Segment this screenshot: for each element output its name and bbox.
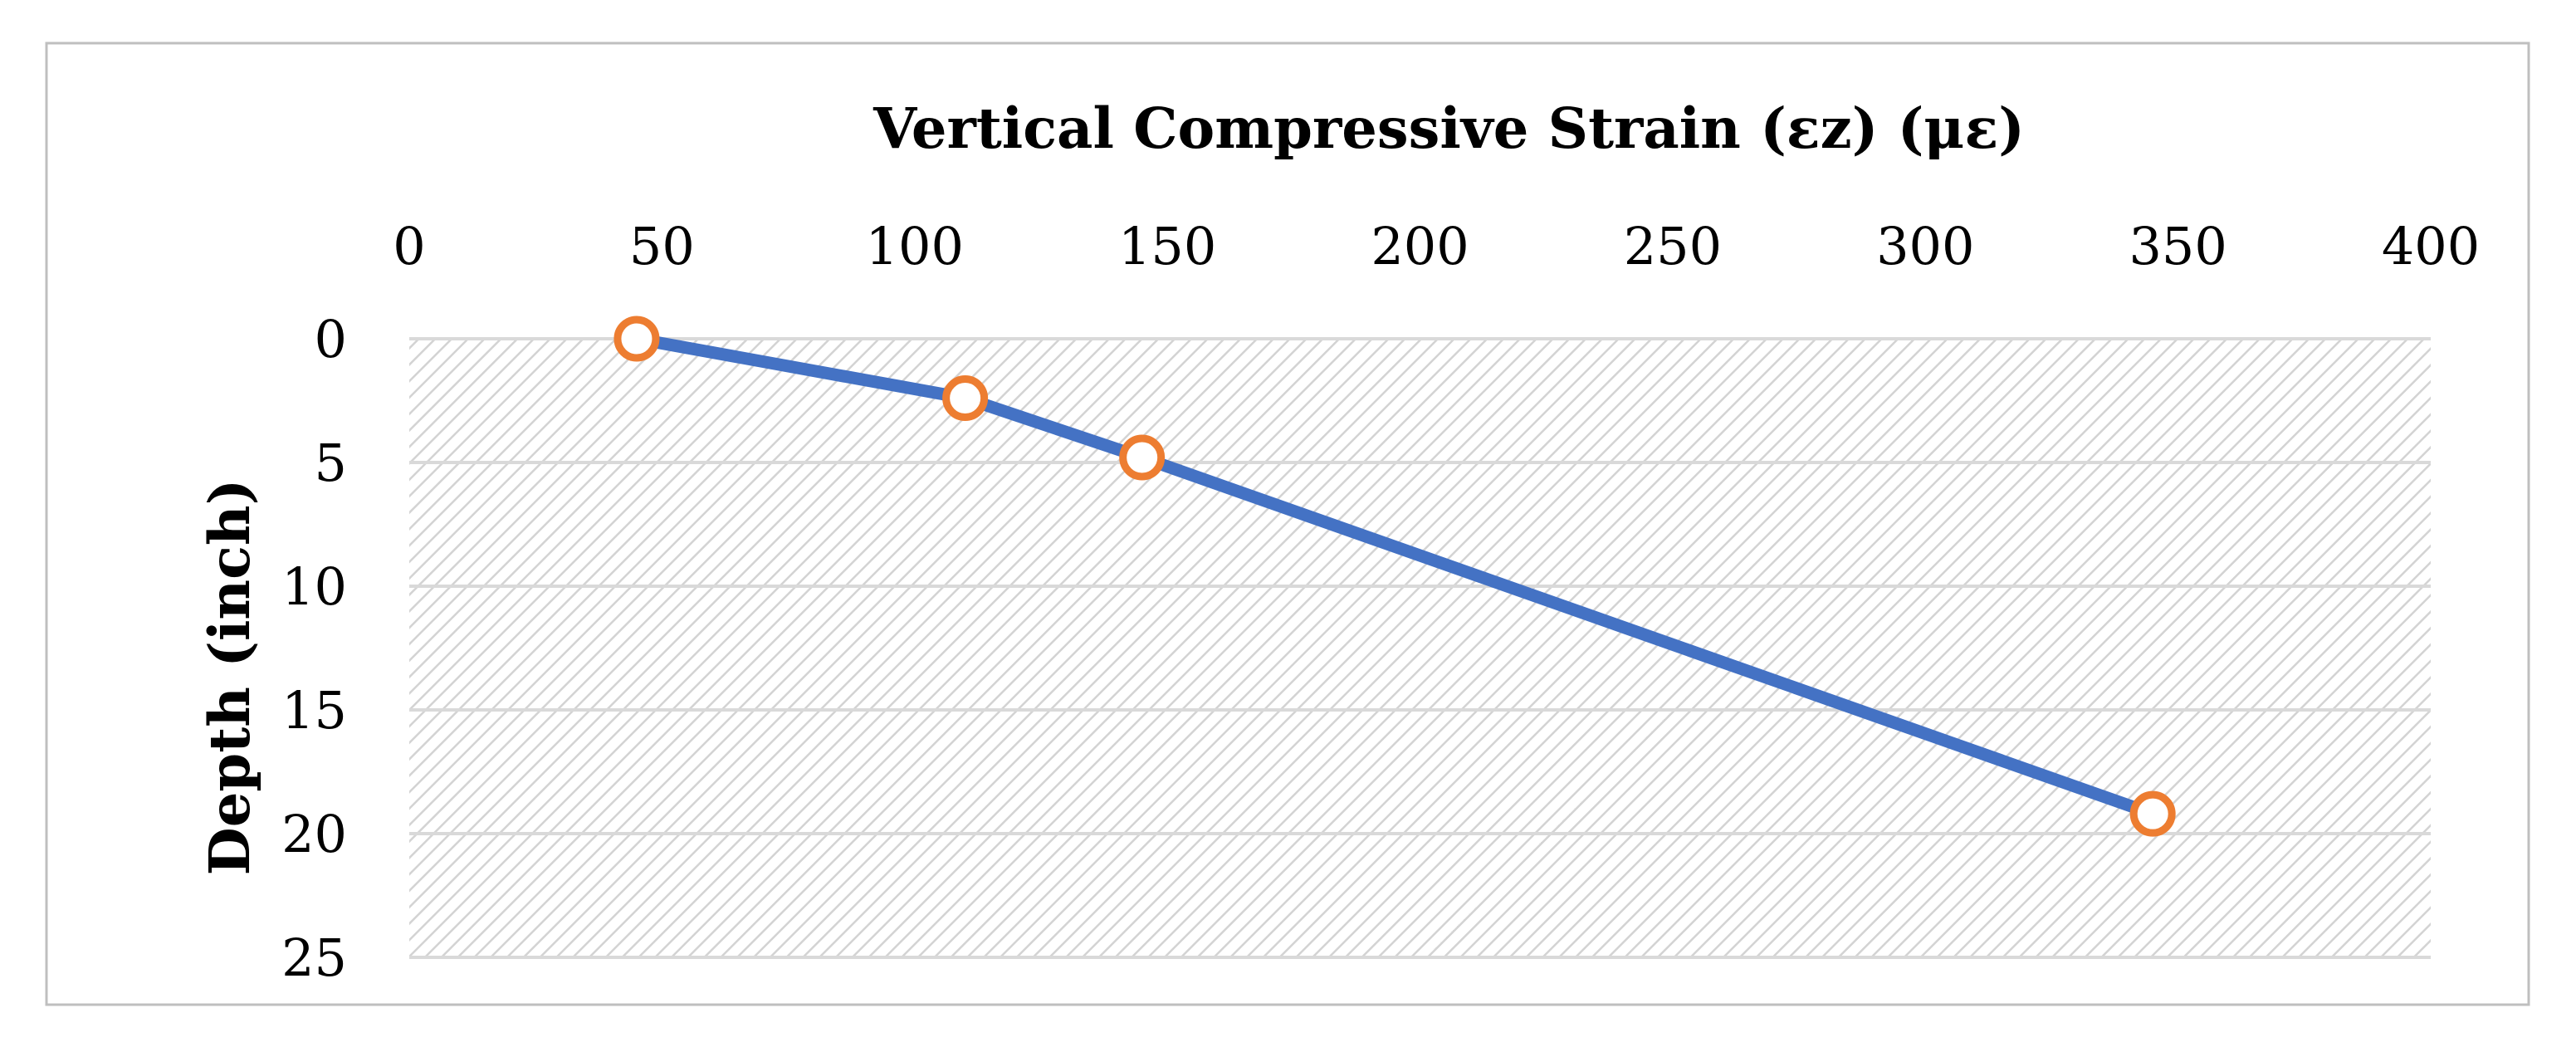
- data-point-0-3: [2129, 790, 2176, 837]
- y-tick-label-2: 10: [281, 556, 347, 617]
- y-tick-label-0: 0: [315, 309, 347, 369]
- x-axis-ticks: 0 50 100 150 200 250 300 350 400: [393, 216, 2480, 276]
- data-point-0-1: [942, 375, 989, 422]
- x-tick-label-3: 150: [1118, 216, 1216, 276]
- data-point-0-2: [1119, 434, 1166, 481]
- x-tick-label-5: 250: [1624, 216, 1722, 276]
- y-axis-ticks: 0 5 10 15 20 25: [281, 309, 347, 988]
- x-tick-label-7: 350: [2129, 216, 2227, 276]
- x-tick-label-2: 100: [866, 216, 964, 276]
- gridlines: [409, 337, 2431, 959]
- x-tick-label-1: 50: [629, 216, 695, 276]
- x-tick-label-8: 400: [2382, 216, 2480, 276]
- x-tick-label-6: 300: [1876, 216, 1974, 276]
- y-tick-label-4: 20: [281, 804, 347, 864]
- series: [613, 316, 2176, 837]
- x-tick-label-4: 200: [1371, 216, 1469, 276]
- y-tick-label-5: 25: [281, 927, 347, 988]
- y-tick-label-1: 5: [315, 433, 347, 493]
- plot-area: [409, 339, 2431, 957]
- data-point-0-0: [613, 316, 660, 362]
- series-line-0: [630, 332, 2159, 820]
- x-axis-title: Vertical Compressive Strain (εz) (με): [873, 95, 2025, 161]
- y-tick-label-3: 15: [281, 680, 347, 741]
- y-axis-title: Depth (inch): [197, 479, 262, 876]
- x-tick-label-0: 0: [393, 216, 425, 276]
